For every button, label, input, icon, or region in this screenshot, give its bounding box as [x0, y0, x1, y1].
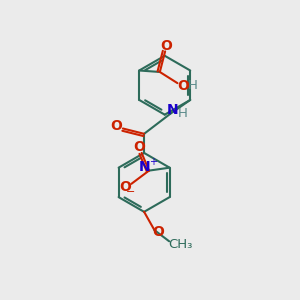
Text: O: O [152, 225, 164, 238]
Text: −: − [125, 187, 135, 197]
Text: O: O [119, 180, 131, 194]
Text: CH₃: CH₃ [168, 238, 193, 251]
Text: +: + [148, 158, 157, 167]
Text: H: H [178, 107, 188, 120]
Text: O: O [177, 79, 189, 92]
Text: O: O [133, 140, 145, 154]
Text: N: N [167, 103, 178, 116]
Text: O: O [160, 39, 172, 53]
Text: O: O [110, 118, 122, 133]
Text: H: H [188, 79, 198, 92]
Text: N: N [139, 160, 150, 174]
